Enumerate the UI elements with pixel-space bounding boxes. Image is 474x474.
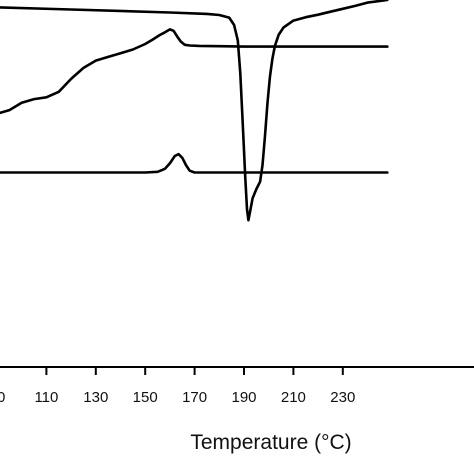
x-tick-label: 170 bbox=[182, 389, 207, 406]
series-line-3 bbox=[0, 152, 389, 174]
x-tick-label: 230 bbox=[330, 389, 355, 406]
x-tick-label: 110 bbox=[34, 389, 58, 406]
x-tick-label: 150 bbox=[133, 389, 158, 406]
x-tick-label: 130 bbox=[83, 389, 108, 406]
x-axis-label: Temperature (°C) bbox=[190, 431, 351, 454]
x-tick-label: 90 bbox=[0, 389, 5, 406]
x-tick-label: 190 bbox=[231, 389, 256, 406]
series-line-1 bbox=[0, 0, 389, 222]
x-tick-label: 210 bbox=[281, 389, 306, 406]
plot-area bbox=[0, 0, 389, 222]
series-line-2 bbox=[0, 28, 389, 115]
x-axis-ticks: 90 110 130 150 170 190 210 230 bbox=[0, 367, 355, 406]
